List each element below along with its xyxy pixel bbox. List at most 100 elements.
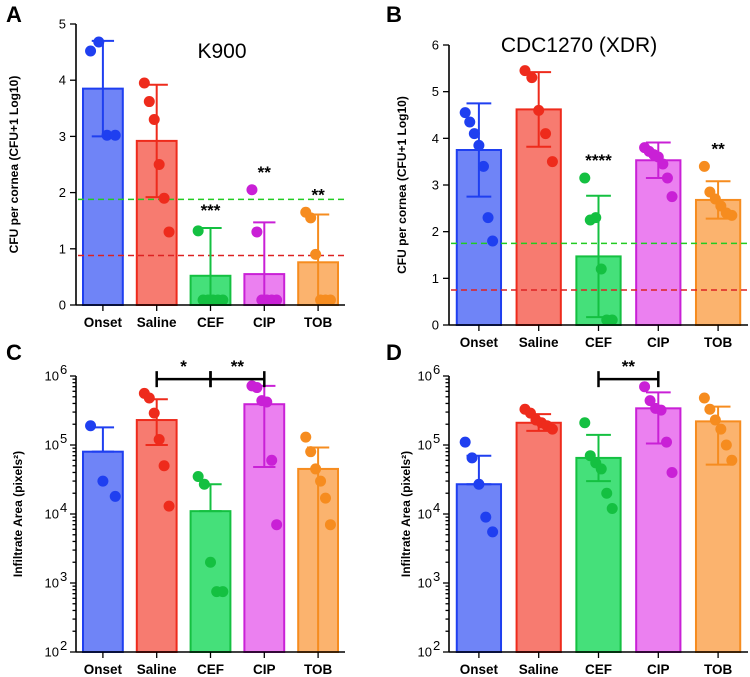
data-point-tob (310, 463, 322, 475)
x-tick-label: Onset (84, 662, 123, 677)
data-point-onset (85, 420, 97, 432)
data-point-tob (726, 209, 738, 221)
error-bar-onset (91, 426, 115, 453)
x-tick-label: CIP (253, 662, 276, 677)
comparison-bracket: ** (597, 357, 660, 388)
bar-saline (135, 419, 178, 653)
bar-cef (189, 510, 232, 653)
x-tick-label: TOB (704, 662, 733, 677)
data-point-cip (639, 381, 651, 393)
panel-title: K900 (197, 40, 246, 63)
x-tick-label: CIP (647, 662, 670, 677)
bracket-label: ** (231, 357, 245, 376)
y-tick-label: 1 (432, 271, 439, 286)
data-point-onset (477, 160, 489, 172)
data-point-cef (192, 470, 204, 482)
y-tick-label: 10 (45, 507, 59, 522)
data-point-onset (93, 36, 105, 48)
y-tick-label: 10 (418, 645, 432, 660)
bar-onset (455, 483, 503, 653)
y-axis-title: Infiltrate Area (pixels²) (399, 451, 413, 577)
panel-b: B CDC1270 (XDR) CFU per cornea (CFU+1 Log1… (386, 2, 748, 350)
data-point-onset (459, 107, 471, 119)
data-point-saline (153, 434, 165, 446)
data-point-onset (487, 235, 499, 247)
data-point-cef (217, 586, 229, 598)
data-point-onset (480, 511, 492, 523)
y-tick-exponent: 4 (60, 500, 67, 515)
data-point-cip (666, 191, 678, 203)
bar-cef (575, 456, 622, 653)
data-point-saline (519, 65, 531, 77)
y-axis-title: CFU per cornea (CFU+1 Log10) (7, 76, 21, 254)
data-point-cip (661, 436, 673, 448)
data-point-cef (217, 294, 229, 306)
data-point-cip (246, 184, 258, 196)
data-point-onset (468, 128, 480, 140)
y-tick-exponent: 6 (60, 362, 67, 377)
y-tick-exponent: 2 (60, 638, 67, 653)
panel-letter: C (6, 340, 22, 365)
data-point-onset (85, 45, 97, 57)
data-point-tob (320, 492, 332, 504)
y-tick-exponent: 2 (433, 638, 440, 653)
data-point-cip (644, 395, 656, 407)
data-point-cef (579, 417, 591, 429)
y-tick-label: 5 (432, 84, 439, 99)
y-tick-label: 6 (432, 38, 439, 53)
data-point-saline (148, 407, 160, 419)
y-tick-label: 4 (432, 131, 439, 146)
x-tick-label: CEF (197, 315, 224, 330)
y-tick-label: 10 (45, 369, 59, 384)
y-tick-exponent: 3 (433, 569, 440, 584)
data-point-tob (704, 403, 716, 415)
bar-tob (694, 198, 742, 326)
data-point-cip (266, 454, 278, 466)
x-tick-label: CEF (197, 662, 224, 677)
data-point-cip (657, 158, 669, 170)
y-tick-exponent: 6 (433, 362, 440, 377)
data-point-cip (271, 294, 283, 306)
data-point-onset (109, 129, 121, 141)
data-point-cip (251, 382, 263, 394)
data-point-saline (143, 96, 155, 108)
data-point-onset (464, 116, 476, 128)
x-tick-label: Saline (519, 335, 559, 350)
bracket-label: * (180, 357, 187, 376)
y-tick-label: 5 (59, 17, 66, 32)
x-tick-label: CIP (647, 335, 670, 350)
x-tick-label: TOB (704, 335, 733, 350)
data-point-cef (205, 556, 216, 568)
y-tick-label: 10 (418, 576, 432, 591)
x-tick-label: Saline (137, 662, 177, 677)
panel-letter: D (386, 340, 402, 365)
data-point-onset (101, 129, 113, 141)
y-tick-label: 10 (418, 438, 432, 453)
data-point-onset (109, 490, 121, 502)
data-point-tob (720, 439, 732, 451)
y-tick-label: 1 (59, 241, 66, 256)
data-point-saline (158, 192, 170, 204)
data-point-tob (324, 519, 336, 531)
data-point-onset (482, 212, 494, 224)
x-tick-label: CEF (585, 662, 612, 677)
data-point-cip (655, 404, 667, 416)
data-point-tob (726, 454, 738, 466)
y-tick-exponent: 5 (60, 431, 67, 446)
y-tick-label: 10 (418, 507, 432, 522)
data-point-tob (305, 212, 317, 224)
data-point-saline (546, 156, 558, 168)
panel-a: A K900 CFU per cornea (CFU+1 Log10) 0 1 2 3 4 5 O… (6, 2, 345, 330)
y-tick-label: 0 (432, 318, 439, 333)
y-tick-label: 3 (59, 129, 66, 144)
significance-label: *** (201, 201, 221, 220)
y-tick-label: 10 (418, 369, 432, 384)
y-tick-label: 4 (59, 73, 66, 88)
y-tick-exponent: 3 (60, 569, 67, 584)
data-point-cef (198, 478, 210, 490)
y-tick-label: 2 (59, 185, 66, 200)
